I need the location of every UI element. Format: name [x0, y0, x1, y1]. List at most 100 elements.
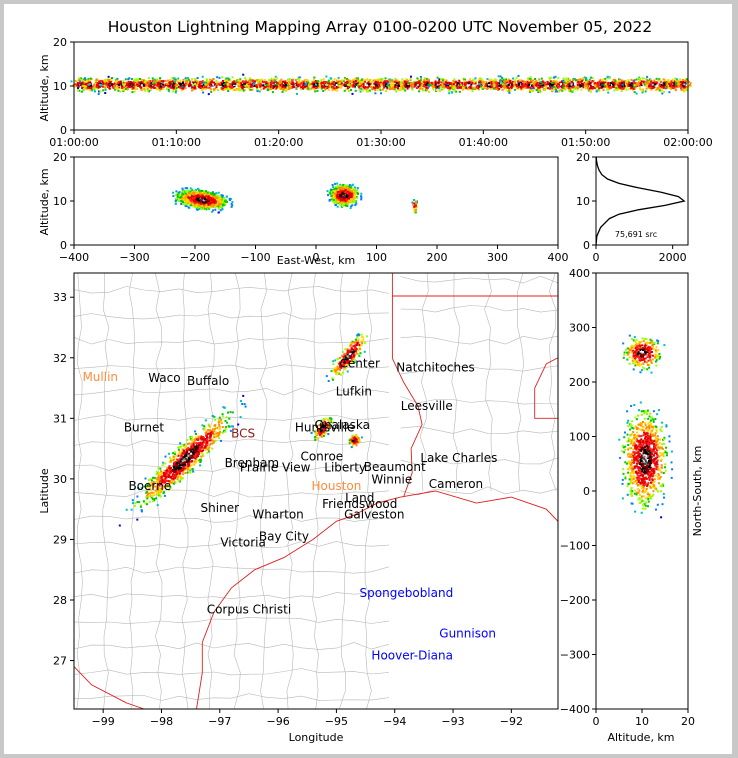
time-height-source [385, 90, 387, 93]
time-height-source [648, 83, 651, 86]
time-height-source [648, 85, 650, 88]
time-height-source [451, 87, 454, 90]
time-height-source [173, 82, 176, 85]
time-height-source [500, 79, 503, 82]
time-height-source [122, 87, 125, 90]
time-height-source [358, 83, 361, 86]
time-height-source [530, 81, 533, 84]
time-height-source [423, 83, 426, 86]
time-height-source [78, 83, 81, 86]
ew-height-source [196, 200, 199, 203]
time-height-source [172, 87, 175, 90]
time-height-source [196, 81, 199, 84]
time-height-source [627, 85, 630, 88]
time-height-source [676, 80, 679, 83]
time-height-source [414, 84, 417, 87]
time-height-source [597, 81, 599, 84]
time-height-source [459, 81, 461, 84]
time-height-source [336, 89, 339, 92]
time-height-source [478, 85, 481, 88]
ew-height-source [189, 190, 192, 193]
time-height-source [346, 80, 349, 83]
time-height-source [204, 88, 207, 90]
time-height-source [442, 88, 445, 91]
time-height-source [347, 79, 350, 82]
time-height-source [222, 84, 225, 87]
time-height-source [464, 85, 467, 88]
time-height-source [394, 84, 397, 87]
time-height-source [224, 85, 227, 88]
time-height-source [619, 83, 621, 86]
ew-height-source [200, 203, 203, 205]
time-height-source [481, 86, 484, 89]
time-height-source [601, 84, 603, 86]
ew-height-source [208, 198, 211, 201]
time-height-source [267, 82, 270, 85]
time-height-source [548, 77, 551, 80]
ew-height-source [214, 208, 217, 211]
time-height-source [98, 85, 101, 88]
time-height-source [594, 82, 596, 85]
time-height-source [491, 84, 493, 87]
time-height-source [100, 80, 103, 83]
time-height-source [535, 84, 537, 87]
time-height-source [114, 86, 117, 89]
ew-height-source [196, 199, 199, 202]
time-height-source [145, 80, 148, 83]
time-height-source [541, 86, 544, 89]
time-height-source [256, 90, 259, 92]
time-height-source [570, 89, 573, 92]
time-height-source [636, 83, 639, 86]
ew-height-source [192, 203, 194, 206]
time-height-source [84, 78, 87, 81]
time-height-source [106, 80, 109, 82]
time-height-source [479, 85, 482, 88]
time-height-source [175, 85, 178, 88]
time-height-source [625, 84, 628, 87]
time-height-source [540, 77, 543, 80]
time-height-source [602, 82, 605, 84]
time-height-source [209, 83, 211, 86]
time-height-source [264, 86, 267, 88]
time-height-source [262, 84, 265, 87]
time-height-source [681, 81, 684, 84]
time-height-source [454, 86, 457, 89]
time-height-source [108, 78, 111, 81]
time-height-source [214, 87, 217, 90]
time-height-source [572, 85, 575, 88]
time-height-source [242, 89, 245, 92]
time-height-source [86, 80, 88, 83]
time-height-source [165, 82, 168, 85]
time-height-source [143, 83, 146, 86]
time-height-source [675, 83, 678, 86]
time-height-source [658, 83, 661, 86]
time-height-source [77, 85, 80, 88]
time-height-source [585, 87, 588, 90]
time-height-source [148, 81, 151, 84]
ew-height-source [211, 210, 214, 213]
time-height-source [198, 83, 201, 86]
time-height-source [515, 76, 518, 79]
time-height-source [316, 80, 319, 83]
time-height-source [175, 80, 178, 83]
time-height-source [98, 81, 101, 84]
time-height-source [604, 83, 607, 86]
time-height-source [625, 88, 628, 91]
time-height-source [403, 80, 406, 83]
ew-height-source [194, 195, 197, 198]
time-height-source [74, 83, 77, 86]
time-height-source [124, 83, 126, 86]
ew-height-source [219, 202, 222, 205]
time-height-source [79, 80, 82, 83]
time-height-source [681, 88, 684, 91]
time-height-source [81, 84, 84, 87]
ew-height-source [228, 198, 231, 201]
time-height-source [314, 90, 317, 93]
time-height-source [579, 78, 582, 81]
time-height-source [147, 77, 150, 80]
time-height-source [530, 82, 533, 85]
time-height-source [256, 86, 259, 89]
time-height-source [364, 79, 367, 81]
time-height-source [355, 82, 358, 85]
